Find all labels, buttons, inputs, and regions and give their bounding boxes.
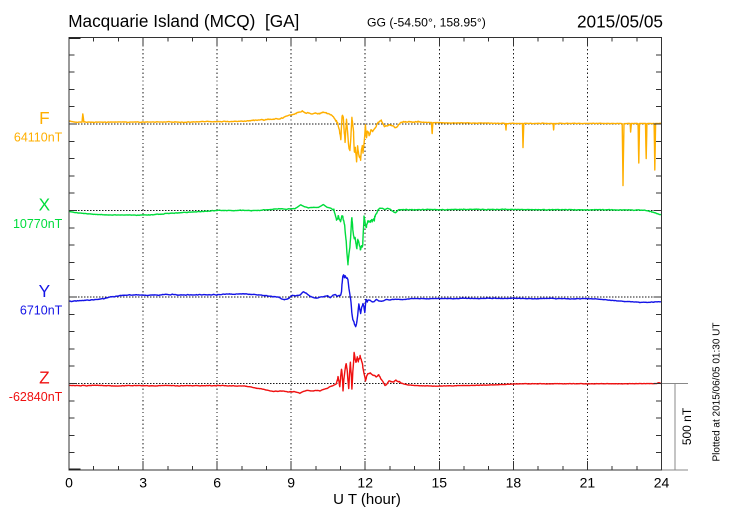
- svg-text:64110nT: 64110nT: [14, 131, 63, 145]
- svg-text:18: 18: [506, 475, 522, 491]
- svg-text:500 nT: 500 nT: [680, 407, 694, 445]
- svg-text:6: 6: [213, 475, 221, 491]
- svg-text:Macquarie Island (MCQ) [GA]: Macquarie Island (MCQ) [GA]: [68, 11, 299, 31]
- svg-text:21: 21: [580, 475, 596, 491]
- svg-text:12: 12: [357, 475, 373, 491]
- svg-text:2015/05/05: 2015/05/05: [577, 12, 663, 32]
- svg-text:3: 3: [139, 475, 147, 491]
- svg-text:9: 9: [287, 475, 295, 491]
- svg-text:10770nT: 10770nT: [13, 217, 63, 231]
- svg-text:Y: Y: [39, 281, 51, 301]
- svg-text:X: X: [39, 195, 51, 215]
- svg-text:0: 0: [65, 475, 73, 491]
- svg-text:Z: Z: [39, 368, 50, 388]
- svg-text:6710nT: 6710nT: [20, 304, 63, 318]
- svg-text:F: F: [39, 108, 50, 128]
- svg-text:GG (-54.50°, 158.95°): GG (-54.50°, 158.95°): [367, 16, 486, 30]
- svg-text:15: 15: [432, 475, 448, 491]
- svg-text:Plotted at 2015/06/05 01:30 UT: Plotted at 2015/06/05 01:30 UT: [712, 323, 723, 462]
- svg-text:-62840nT: -62840nT: [9, 390, 63, 404]
- svg-text:U T (hour): U T (hour): [333, 491, 401, 508]
- svg-text:24: 24: [654, 475, 670, 491]
